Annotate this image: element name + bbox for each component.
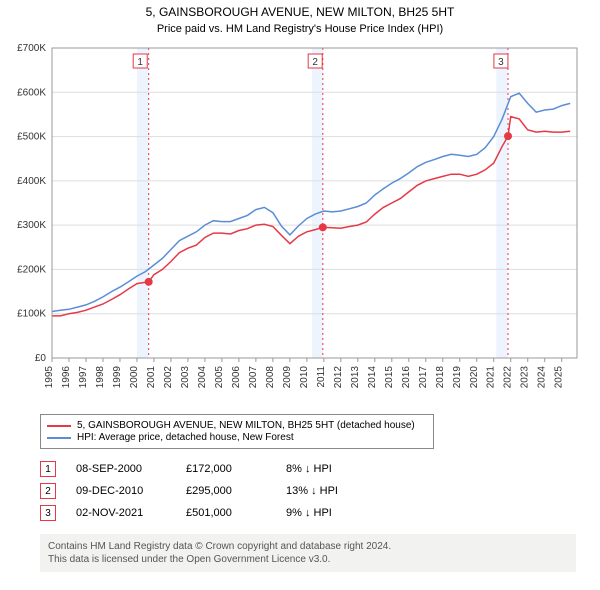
marker-table-badge: 1 — [40, 461, 56, 477]
x-tick-label: 2023 — [520, 366, 531, 389]
marker-date: 02-NOV-2021 — [76, 507, 186, 519]
legend-row: HPI: Average price, detached house, New … — [47, 432, 427, 443]
x-tick-label: 2006 — [231, 366, 242, 389]
marker-hpi: 13% ↓ HPI — [286, 485, 376, 497]
marker-badge-number: 2 — [312, 57, 318, 68]
x-tick-label: 2019 — [452, 366, 463, 389]
legend-label: HPI: Average price, detached house, New … — [77, 432, 294, 443]
chart-title: 5, GAINSBOROUGH AVENUE, NEW MILTON, BH25… — [146, 5, 455, 19]
x-tick-label: 2008 — [265, 366, 276, 389]
x-tick-label: 2013 — [350, 366, 361, 389]
marker-dot — [319, 223, 327, 231]
x-tick-label: 2009 — [282, 366, 293, 389]
legend-swatch — [47, 425, 71, 427]
x-tick-label: 2014 — [367, 366, 378, 389]
marker-table-row: 1 08-SEP-2000£172,0008% ↓ HPI — [40, 458, 376, 480]
marker-band — [312, 48, 323, 358]
x-tick-label: 2018 — [435, 366, 446, 389]
marker-table-row: 2 09-DEC-2010£295,00013% ↓ HPI — [40, 480, 376, 502]
y-tick-label: £200K — [17, 264, 46, 275]
x-tick-label: 2015 — [384, 366, 395, 389]
marker-band — [496, 48, 508, 358]
x-tick-label: 1996 — [61, 366, 72, 389]
x-tick-label: 2007 — [248, 366, 259, 389]
x-tick-label: 1998 — [95, 366, 106, 389]
footer-attribution: Contains HM Land Registry data © Crown c… — [40, 534, 576, 572]
x-tick-label: 2022 — [503, 366, 514, 389]
marker-dot — [504, 132, 512, 140]
marker-dot — [145, 278, 153, 286]
marker-hpi: 9% ↓ HPI — [286, 507, 376, 519]
marker-date: 09-DEC-2010 — [76, 485, 186, 497]
y-tick-label: £700K — [17, 43, 46, 54]
x-tick-label: 2000 — [129, 366, 140, 389]
x-tick-label: 2020 — [469, 366, 480, 389]
marker-table-badge: 2 — [40, 483, 56, 499]
legend-label: 5, GAINSBOROUGH AVENUE, NEW MILTON, BH25… — [77, 420, 415, 431]
x-tick-label: 2001 — [146, 366, 157, 389]
x-tick-label: 2016 — [401, 366, 412, 389]
footer-line2: This data is licensed under the Open Gov… — [48, 553, 568, 566]
x-tick-label: 2024 — [537, 366, 548, 389]
legend-row: 5, GAINSBOROUGH AVENUE, NEW MILTON, BH25… — [47, 420, 427, 431]
footer-line1: Contains HM Land Registry data © Crown c… — [48, 540, 568, 553]
marker-table-badge: 3 — [40, 505, 56, 521]
x-tick-label: 2021 — [486, 366, 497, 389]
legend: 5, GAINSBOROUGH AVENUE, NEW MILTON, BH25… — [40, 414, 434, 449]
y-tick-label: £300K — [17, 220, 46, 231]
x-tick-label: 1999 — [112, 366, 123, 389]
x-tick-label: 2025 — [554, 366, 565, 389]
x-tick-label: 1997 — [78, 366, 89, 389]
x-tick-label: 2002 — [163, 366, 174, 389]
x-tick-label: 2012 — [333, 366, 344, 389]
x-tick-label: 2011 — [316, 366, 327, 388]
y-tick-label: £400K — [17, 176, 46, 187]
marker-price: £295,000 — [186, 485, 286, 497]
x-tick-label: 2005 — [214, 366, 225, 389]
y-tick-label: £500K — [17, 132, 46, 143]
markers-table: 1 08-SEP-2000£172,0008% ↓ HPI 2 09-DEC-2010… — [40, 458, 376, 524]
y-tick-label: £600K — [17, 87, 46, 98]
chart-subtitle: Price paid vs. HM Land Registry's House … — [157, 23, 443, 35]
x-tick-label: 2017 — [418, 366, 429, 389]
marker-badge-number: 3 — [498, 57, 504, 68]
marker-price: £172,000 — [186, 463, 286, 475]
x-tick-label: 2003 — [180, 366, 191, 389]
legend-swatch — [47, 437, 71, 439]
x-tick-label: 1995 — [44, 366, 55, 389]
x-tick-label: 2004 — [197, 366, 208, 389]
y-tick-label: £0 — [35, 353, 47, 364]
x-tick-label: 2010 — [299, 366, 310, 389]
marker-price: £501,000 — [186, 507, 286, 519]
marker-hpi: 8% ↓ HPI — [286, 463, 376, 475]
marker-table-row: 3 02-NOV-2021£501,0009% ↓ HPI — [40, 502, 376, 524]
y-tick-label: £100K — [17, 309, 46, 320]
marker-date: 08-SEP-2000 — [76, 463, 186, 475]
marker-band — [137, 48, 149, 358]
marker-badge-number: 1 — [137, 57, 143, 68]
